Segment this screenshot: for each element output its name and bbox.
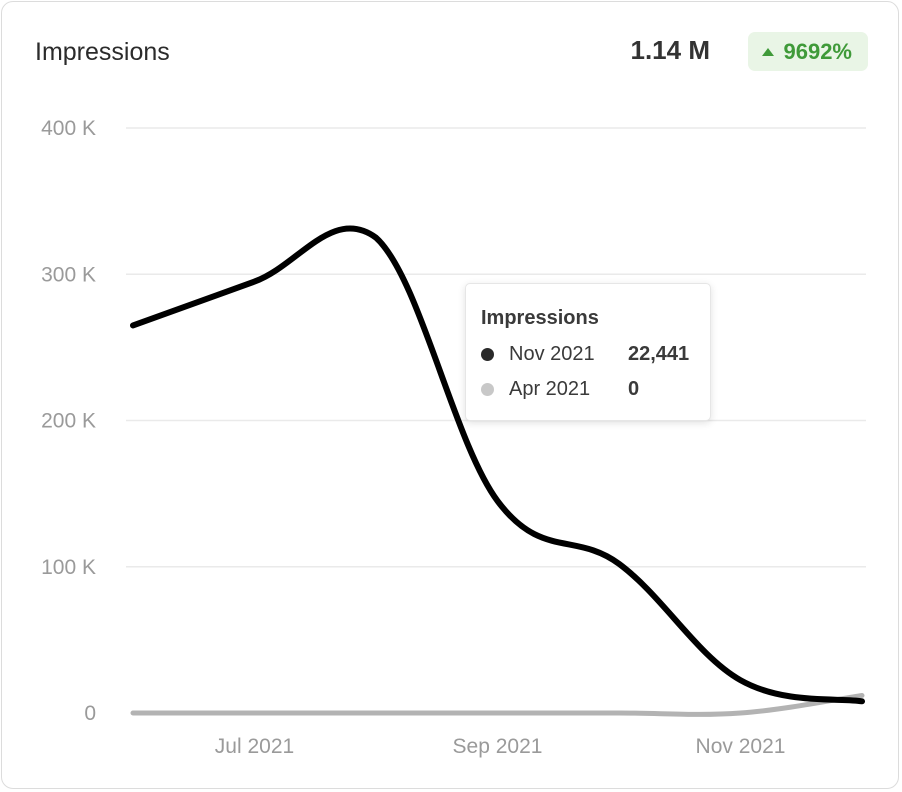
total-value: 1.14 M bbox=[630, 35, 711, 65]
tooltip-value-current: 22,441 bbox=[628, 342, 690, 365]
tooltip-title: Impressions bbox=[481, 307, 599, 329]
y-tick-label: 200 K bbox=[41, 410, 96, 433]
tooltip-row-previous: Apr 2021 0 bbox=[481, 377, 639, 401]
y-tick-label: 300 K bbox=[41, 263, 96, 286]
tooltip-value-previous: 0 bbox=[628, 377, 640, 400]
tooltip-row-current: Nov 2021 22,441 bbox=[481, 342, 689, 366]
card-title: Impressions bbox=[35, 38, 170, 66]
chart-tooltip: Impressions Nov 2021 22,441 Apr 2021 0 bbox=[465, 283, 711, 421]
y-tick-label: 400 K bbox=[41, 117, 96, 140]
tooltip-label-previous: Apr 2021 bbox=[509, 377, 591, 400]
series-line-previous[interactable] bbox=[130, 692, 865, 717]
arrow-up-icon bbox=[762, 47, 775, 56]
tooltip-dot-previous bbox=[481, 382, 494, 396]
tooltip-dot-current bbox=[481, 347, 494, 361]
y-tick-label: 100 K bbox=[41, 556, 96, 579]
tooltip-label-current: Nov 2021 bbox=[509, 342, 595, 365]
series-line-current[interactable] bbox=[130, 225, 865, 705]
x-tick-label: Sep 2021 bbox=[453, 735, 543, 758]
x-tick-label: Nov 2021 bbox=[696, 735, 786, 758]
change-badge: 9692% bbox=[748, 32, 868, 71]
y-tick-label: 0 bbox=[84, 702, 96, 725]
change-percent: 9692% bbox=[783, 38, 852, 64]
x-tick-label: Jul 2021 bbox=[215, 735, 294, 758]
